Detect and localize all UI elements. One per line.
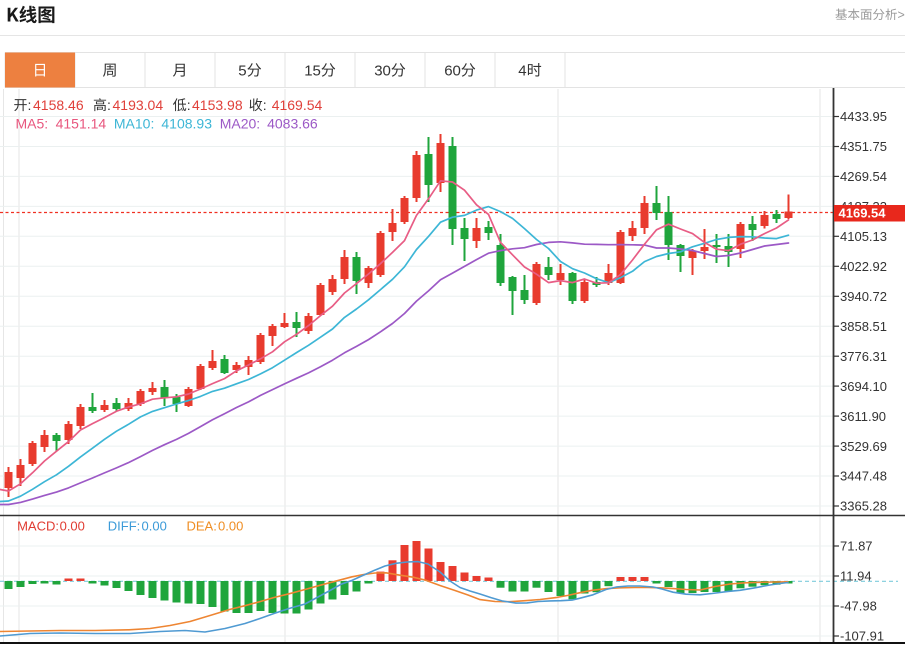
svg-text:3858.51: 3858.51 xyxy=(840,319,887,334)
svg-text:3365.28: 3365.28 xyxy=(840,499,887,514)
svg-text:MA20:: MA20: xyxy=(220,116,260,132)
svg-text:>: > xyxy=(898,8,905,22)
svg-text:4083.66: 4083.66 xyxy=(267,116,318,132)
svg-text:3940.72: 3940.72 xyxy=(840,289,887,304)
svg-text:4108.93: 4108.93 xyxy=(161,116,212,132)
svg-text:4351.75: 4351.75 xyxy=(840,139,887,154)
svg-text:0.00: 0.00 xyxy=(142,519,167,534)
svg-text:3447.48: 3447.48 xyxy=(840,469,887,484)
svg-text:0.00: 0.00 xyxy=(60,519,85,534)
svg-text:4269.54: 4269.54 xyxy=(840,169,887,184)
svg-text:4105.13: 4105.13 xyxy=(840,229,887,244)
svg-text:4: 4 xyxy=(518,63,526,80)
svg-text:4153.98: 4153.98 xyxy=(192,97,243,113)
svg-text:3611.90: 3611.90 xyxy=(840,409,886,424)
svg-text:60: 60 xyxy=(444,63,461,80)
svg-text:11.94: 11.94 xyxy=(840,569,872,584)
svg-text:4433.95: 4433.95 xyxy=(840,109,887,124)
svg-text:5: 5 xyxy=(238,63,246,80)
svg-text:-47.98: -47.98 xyxy=(840,599,877,614)
svg-text::: : xyxy=(263,97,267,113)
svg-text:3694.10: 3694.10 xyxy=(840,379,887,394)
svg-text:-107.91: -107.91 xyxy=(840,629,884,644)
svg-text:4158.46: 4158.46 xyxy=(33,97,84,113)
svg-text:MA5:: MA5: xyxy=(16,116,49,132)
svg-text:MA10:: MA10: xyxy=(114,116,154,132)
svg-text:4193.04: 4193.04 xyxy=(113,97,164,113)
svg-text:MACD:: MACD: xyxy=(17,519,59,534)
svg-text:4169.54: 4169.54 xyxy=(272,97,323,113)
svg-text:15: 15 xyxy=(304,63,321,80)
svg-text:DEA:: DEA: xyxy=(187,519,217,534)
svg-text:DIFF:: DIFF: xyxy=(108,519,141,534)
svg-text::: : xyxy=(28,97,32,113)
svg-text:3776.31: 3776.31 xyxy=(840,349,887,364)
svg-text:4022.92: 4022.92 xyxy=(840,259,887,274)
svg-text::: : xyxy=(107,97,111,113)
svg-text:3529.69: 3529.69 xyxy=(840,439,887,454)
svg-text:71.87: 71.87 xyxy=(840,539,873,554)
svg-text:0.00: 0.00 xyxy=(218,519,243,534)
svg-text::: : xyxy=(187,97,191,113)
svg-text:4169.54: 4169.54 xyxy=(839,206,887,221)
svg-text:30: 30 xyxy=(374,63,391,80)
svg-text:4151.14: 4151.14 xyxy=(56,116,107,132)
